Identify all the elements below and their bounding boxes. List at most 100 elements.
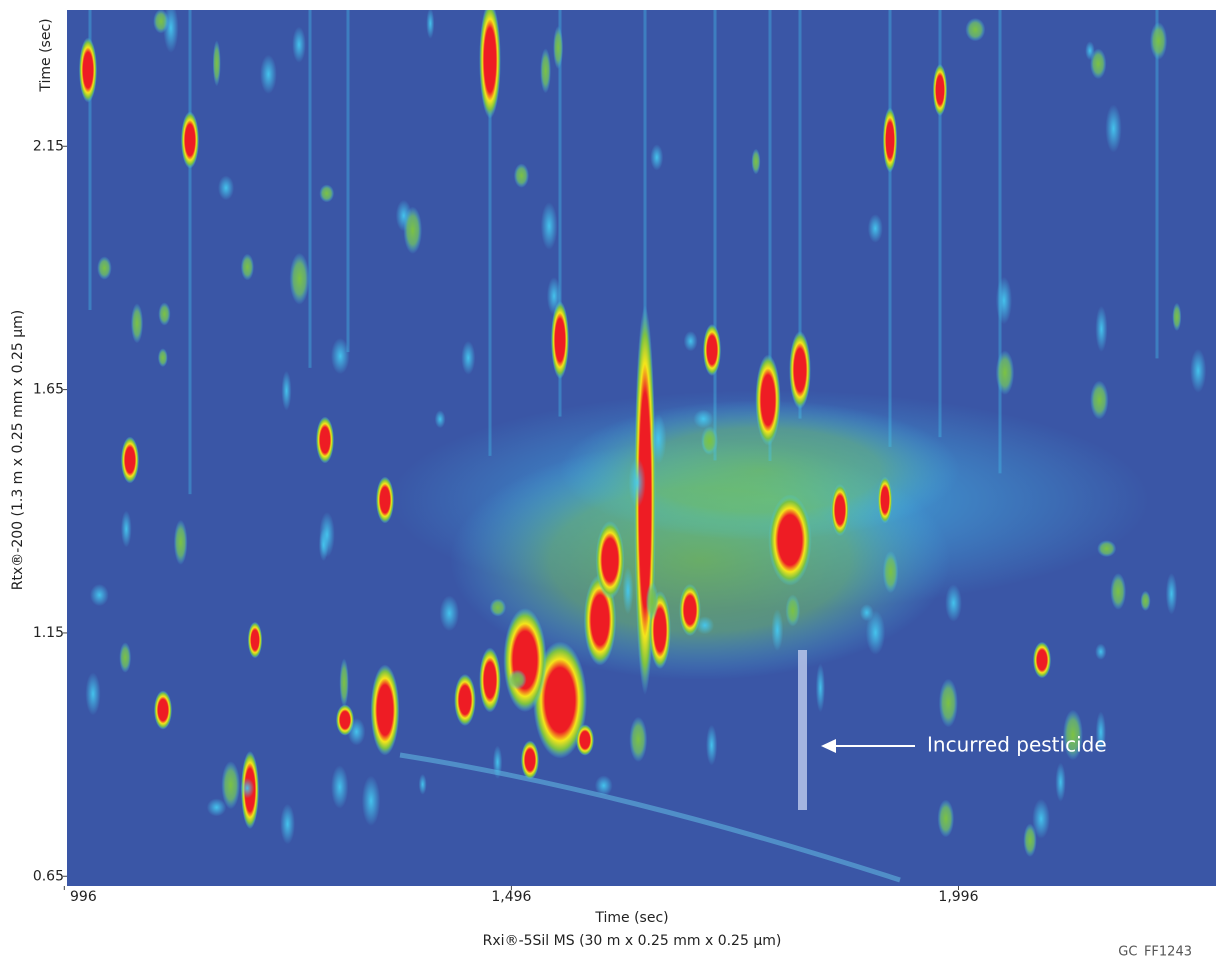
peak-blob — [785, 594, 800, 627]
streak — [713, 10, 717, 461]
peak-blob — [700, 426, 719, 456]
y-tick-label: 1.65 — [33, 382, 64, 398]
peak-blob — [154, 690, 172, 730]
peak-blob — [163, 10, 179, 53]
peak-blob — [119, 642, 132, 673]
peak-blob — [576, 724, 594, 756]
annotation-arrowhead — [821, 739, 836, 753]
peak-blob — [479, 647, 501, 713]
peak-blob — [247, 621, 263, 659]
peak-blob — [965, 17, 986, 42]
peak-blob — [595, 521, 625, 599]
peak-blob — [181, 111, 199, 169]
peak-blob — [995, 276, 1013, 325]
peak-blob — [319, 511, 335, 558]
peak-blob — [508, 669, 527, 690]
peak-blob — [650, 414, 667, 465]
peak-blob — [513, 163, 529, 188]
footnote: GC_FF1243 — [1118, 945, 1192, 957]
peak-blob — [622, 566, 634, 615]
peak-blob — [1090, 48, 1107, 80]
column-bleed — [399, 752, 901, 883]
peak-blob — [281, 370, 292, 411]
peak-blob — [217, 175, 235, 201]
peak-blob — [158, 302, 171, 326]
peak-blob — [121, 436, 139, 484]
peak-blob — [376, 476, 394, 524]
streak — [643, 10, 647, 376]
peak-blob — [79, 37, 97, 103]
peak-blob — [1149, 22, 1168, 60]
peak-blob — [221, 761, 241, 810]
y-axis-sublabel: Rtx®-200 (1.3 m x 0.25 mm x 0.25 µm) — [10, 310, 26, 590]
peak-blob — [370, 664, 400, 756]
peak-blob — [1165, 572, 1178, 615]
peak-blob — [755, 354, 781, 446]
peak-blob — [867, 214, 883, 243]
peak-blob — [882, 550, 899, 594]
peak-blob — [240, 253, 254, 281]
streak — [346, 10, 350, 353]
peak-blob — [693, 409, 714, 429]
peak-blob — [206, 798, 227, 817]
peak-blob — [1033, 641, 1051, 679]
peak-blob — [629, 716, 648, 763]
peak-blob — [703, 324, 721, 376]
peak-blob — [489, 598, 507, 617]
streak — [308, 10, 312, 368]
peak-blob — [679, 584, 701, 636]
peak-blob — [995, 350, 1015, 395]
streak — [1155, 10, 1159, 359]
peak-blob — [877, 476, 893, 524]
peak-blob — [706, 724, 718, 766]
peak-blob — [130, 303, 144, 344]
y-tick-label: 2.15 — [33, 138, 64, 154]
peak-blob — [289, 252, 310, 305]
peak-blob — [1172, 302, 1182, 332]
peak-blob — [932, 64, 948, 116]
peak-blob — [628, 457, 646, 508]
streak — [938, 10, 942, 438]
peak-blob — [97, 256, 112, 280]
peak-blob — [815, 663, 826, 713]
peak-blob — [157, 348, 168, 368]
x-axis-label: Time (sec) — [594, 910, 668, 926]
peak-blob — [330, 337, 350, 375]
peak-blob — [551, 301, 569, 379]
peak-blob — [1110, 573, 1127, 610]
y-axis-label: Time (sec) — [38, 18, 54, 92]
peak-blob — [426, 10, 435, 39]
peak-blob — [361, 775, 381, 827]
peak-blob — [540, 202, 558, 250]
x-axis-sublabel: Rxi®-5Sil MS (30 m x 0.25 mm x 0.25 µm) — [483, 933, 782, 949]
peak-blob — [1105, 104, 1122, 153]
peak-blob — [533, 641, 587, 759]
y-tick-label: 1.15 — [33, 625, 64, 641]
peak-blob — [260, 54, 277, 94]
peak-blob — [492, 745, 503, 780]
x-tick-label: 1,996 — [938, 889, 978, 905]
annotation: Incurred pesticide — [927, 733, 1107, 757]
peak-blob — [1140, 590, 1151, 611]
peak-blob — [521, 740, 539, 780]
streak — [998, 10, 1002, 474]
peak-blob — [945, 584, 962, 622]
peak-blob — [789, 331, 811, 409]
peak-blob — [280, 803, 295, 845]
x-tick-label: 1,496 — [491, 889, 531, 905]
peak-blob — [319, 184, 335, 203]
streak — [558, 10, 562, 417]
peak-blob — [594, 775, 613, 796]
peak-blob — [882, 107, 898, 173]
y-tick-label: 0.65 — [33, 868, 64, 884]
peak-blob — [240, 777, 255, 799]
peak-blob — [292, 26, 306, 63]
peak-blob — [454, 674, 476, 726]
peak-blob — [1095, 643, 1107, 660]
peak-blob — [540, 48, 551, 94]
peak-blob — [85, 672, 101, 716]
peak-blob — [434, 410, 446, 429]
peak-blob — [1055, 762, 1066, 802]
